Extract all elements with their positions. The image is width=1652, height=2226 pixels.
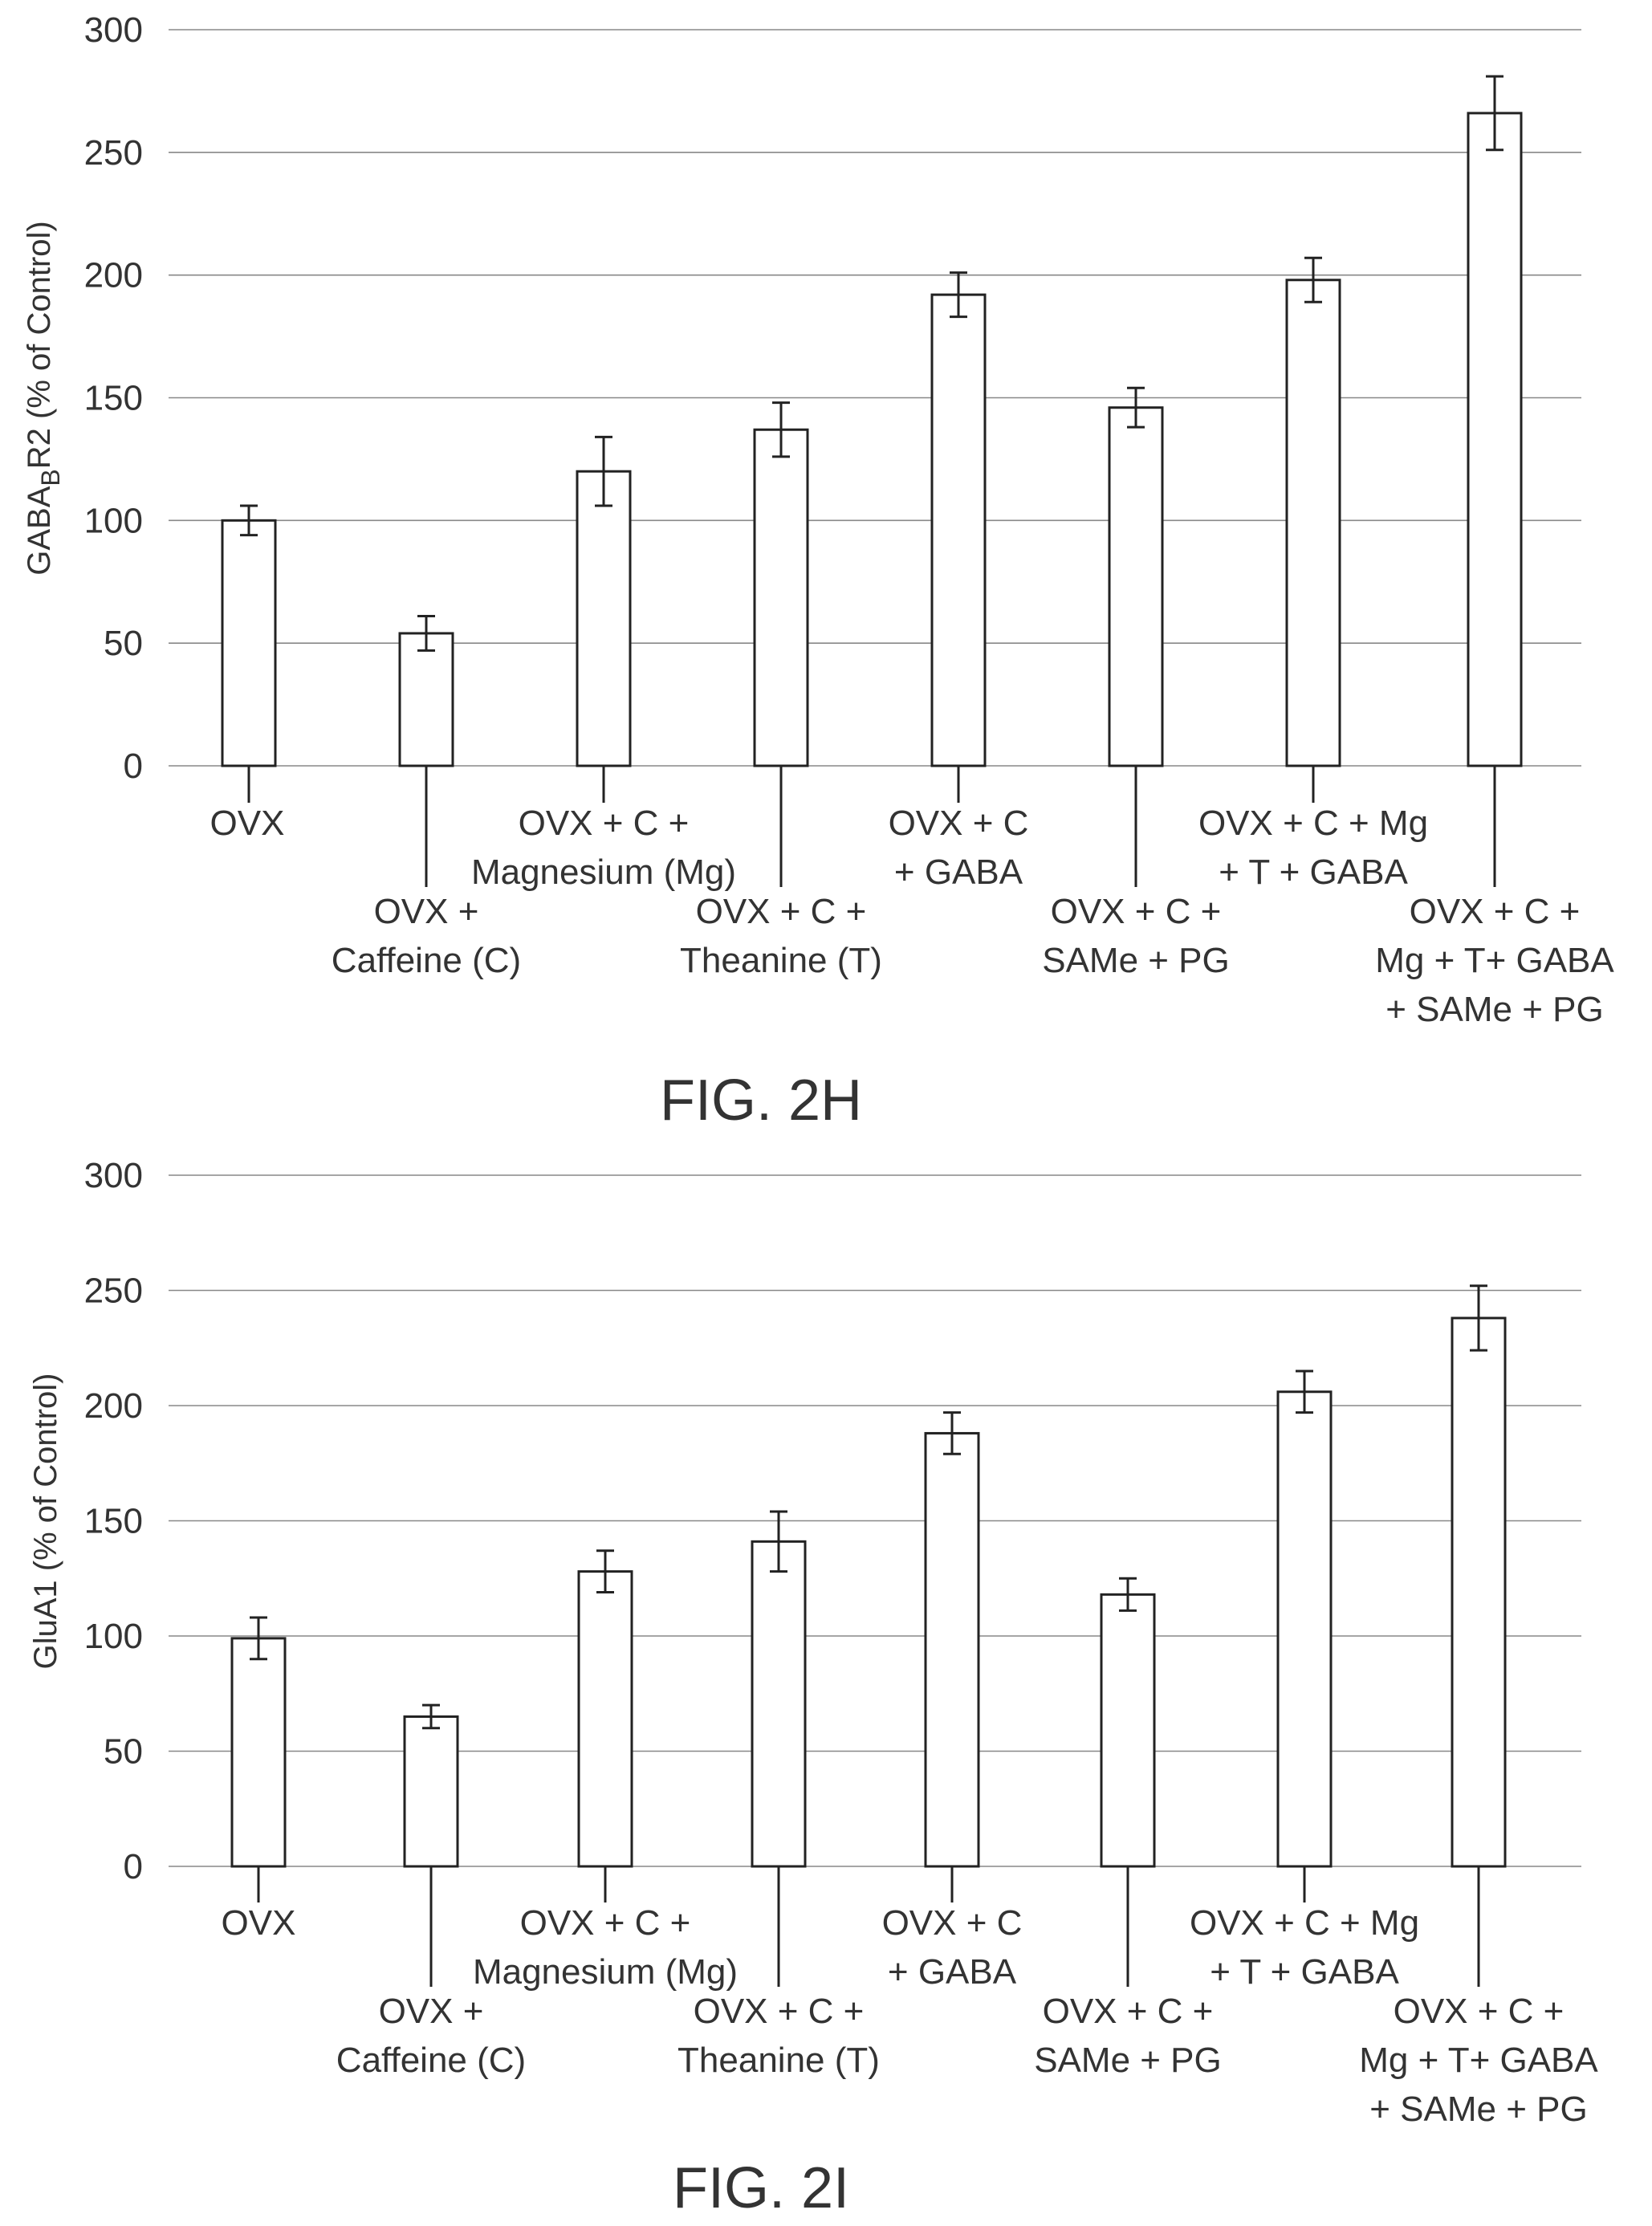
category-label-1: OVX + Caffeine (C) bbox=[336, 1992, 526, 2080]
bar-1 bbox=[403, 1715, 459, 1868]
bar-6 bbox=[1285, 279, 1341, 767]
category-label-line: + GABA bbox=[888, 1952, 1017, 1992]
bar-5 bbox=[1100, 1593, 1156, 1868]
bar-6 bbox=[1276, 1390, 1333, 1868]
category-label-line: SAMe + PG bbox=[1042, 941, 1230, 980]
category-label-3: OVX + C + Theanine (T) bbox=[677, 1992, 880, 2080]
category-label-line: OVX + C + bbox=[1051, 892, 1222, 931]
category-label-line: OVX bbox=[210, 804, 285, 843]
category-label-line: OVX + C bbox=[882, 1903, 1023, 1943]
y-tick-label-0: 0 bbox=[124, 747, 143, 786]
category-label-line: OVX + C + bbox=[1043, 1992, 1214, 2031]
category-label-2: OVX + C + Magnesium (Mg) bbox=[473, 1903, 738, 1992]
bar-7 bbox=[1451, 1316, 1507, 1868]
category-label-line: OVX + bbox=[374, 892, 479, 931]
category-label-line: OVX + C + bbox=[1410, 892, 1581, 931]
y-tick-label-200: 200 bbox=[84, 256, 143, 295]
category-label-line: SAMe + PG bbox=[1034, 2041, 1222, 2080]
category-label-0: OVX bbox=[222, 1903, 296, 1943]
bar-0 bbox=[221, 519, 277, 767]
y-tick-label-150: 150 bbox=[84, 379, 143, 418]
category-label-line: OVX + C + bbox=[520, 1903, 691, 1943]
y-tick-label-50: 50 bbox=[104, 1732, 143, 1772]
bar-7 bbox=[1467, 112, 1523, 767]
category-label-1: OVX + Caffeine (C) bbox=[332, 892, 521, 980]
bar-4 bbox=[930, 293, 987, 767]
y-tick-label-300: 300 bbox=[84, 1156, 143, 1195]
figure-caption: FIG. 2H bbox=[660, 1068, 862, 1133]
bar-5 bbox=[1108, 406, 1164, 767]
category-label-5: OVX + C + SAMe + PG bbox=[1034, 1992, 1222, 2080]
category-label-line: + GABA bbox=[894, 853, 1023, 892]
y-tick-label-150: 150 bbox=[84, 1502, 143, 1541]
category-label-line: + T + GABA bbox=[1219, 853, 1408, 892]
category-label-4: OVX + C + GABA bbox=[882, 1903, 1023, 1992]
y-axis-label: GluA1 (% of Control) bbox=[28, 1373, 63, 1669]
bar-0 bbox=[230, 1637, 287, 1868]
y-tick-label-100: 100 bbox=[84, 1617, 143, 1656]
bar-4 bbox=[924, 1431, 980, 1868]
bar-3 bbox=[753, 428, 809, 767]
category-label-line: OVX + C + bbox=[696, 892, 867, 931]
category-label-4: OVX + C + GABA bbox=[889, 804, 1029, 892]
category-label-0: OVX bbox=[210, 804, 285, 843]
category-label-7: OVX + C + Mg + T+ GABA + SAMe + PG bbox=[1359, 1992, 1598, 2129]
category-label-line: + SAMe + PG bbox=[1369, 2090, 1587, 2129]
y-axis-label-subscript: B bbox=[36, 469, 65, 486]
category-label-line: + SAMe + PG bbox=[1385, 990, 1603, 1029]
category-label-line: OVX + bbox=[379, 1992, 484, 2031]
y-axis-label-main: GABA bbox=[22, 486, 57, 575]
category-label-line: OVX bbox=[222, 1903, 296, 1943]
y-tick-label-300: 300 bbox=[84, 10, 143, 50]
category-label-line: Mg + T+ GABA bbox=[1359, 2041, 1598, 2080]
y-tick-label-200: 200 bbox=[84, 1386, 143, 1426]
y-axis-label-rest: R2 (% of Control) bbox=[22, 221, 57, 469]
category-label-line: OVX + C + bbox=[519, 804, 690, 843]
category-label-line: OVX + C + bbox=[694, 1992, 865, 2031]
category-label-line: Magnesium (Mg) bbox=[473, 1952, 738, 1992]
y-tick-label-100: 100 bbox=[84, 501, 143, 540]
category-label-line: Caffeine (C) bbox=[336, 2041, 526, 2080]
category-label-6: OVX + C + Mg + T + GABA bbox=[1198, 804, 1428, 892]
category-label-line: OVX + C + Mg bbox=[1198, 804, 1428, 843]
category-label-line: OVX + C + bbox=[1394, 1992, 1565, 2031]
category-label-line: OVX + C bbox=[889, 804, 1029, 843]
y-tick-label-250: 250 bbox=[84, 133, 143, 173]
bar-2 bbox=[577, 1570, 633, 1868]
category-label-7: OVX + C + Mg + T+ GABA + SAMe + PG bbox=[1375, 892, 1614, 1029]
y-tick-label-250: 250 bbox=[84, 1272, 143, 1311]
category-label-line: OVX + C + Mg bbox=[1190, 1903, 1419, 1943]
bar-3 bbox=[751, 1540, 807, 1868]
category-label-line: Mg + T+ GABA bbox=[1375, 941, 1614, 980]
category-label-line: + T + GABA bbox=[1210, 1952, 1399, 1992]
category-label-6: OVX + C + Mg + T + GABA bbox=[1190, 1903, 1419, 1992]
y-tick-label-50: 50 bbox=[104, 624, 143, 663]
figure-caption: FIG. 2I bbox=[673, 2156, 849, 2220]
category-label-5: OVX + C + SAMe + PG bbox=[1042, 892, 1230, 980]
category-label-2: OVX + C + Magnesium (Mg) bbox=[471, 804, 736, 892]
category-label-line: Theanine (T) bbox=[677, 2041, 880, 2080]
y-axis-label: GABABR2 (% of Control) bbox=[22, 221, 65, 575]
bar-2 bbox=[576, 470, 632, 767]
category-label-line: Theanine (T) bbox=[680, 941, 882, 980]
y-tick-label-0: 0 bbox=[124, 1847, 143, 1886]
category-label-line: Magnesium (Mg) bbox=[471, 853, 736, 892]
category-label-line: Caffeine (C) bbox=[332, 941, 521, 980]
category-label-3: OVX + C + Theanine (T) bbox=[680, 892, 882, 980]
bar-1 bbox=[398, 632, 454, 767]
